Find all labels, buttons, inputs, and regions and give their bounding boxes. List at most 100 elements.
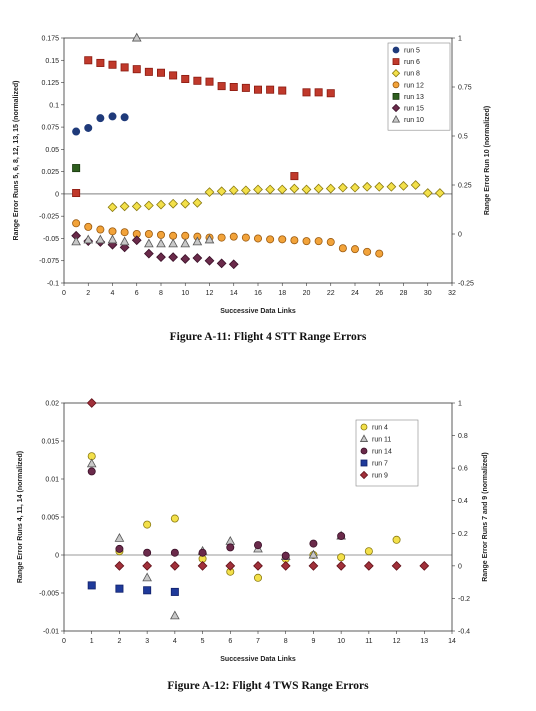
a12-x-tick-label: 9 <box>311 638 315 645</box>
a11-data-point <box>131 32 142 42</box>
a11-data-point <box>72 189 81 198</box>
a11-data-point <box>120 113 129 122</box>
a11-data-point <box>350 182 360 193</box>
a12-legend-label: run 9 <box>372 473 388 480</box>
a11-data-point <box>107 202 118 213</box>
a11-legend-label: run 15 <box>404 106 424 113</box>
a12-data-point <box>170 610 180 620</box>
a12-data-point <box>363 560 374 571</box>
a11-y-tick-label: -0.05 <box>43 236 59 243</box>
a11-data-point <box>337 182 348 193</box>
a11-data-point <box>217 233 226 242</box>
a11-data-point <box>228 259 239 270</box>
a12-y2-tick-label: 0.8 <box>458 433 468 440</box>
a11-data-point <box>302 88 311 97</box>
a11-data-point <box>266 235 275 244</box>
a11-x-tick-label: 2 <box>86 290 90 297</box>
a12-data-point <box>308 549 319 559</box>
a12-data-point <box>391 560 402 571</box>
a12-data-point <box>225 535 236 545</box>
a11-data-point <box>95 234 106 244</box>
a11-data-point <box>72 219 81 228</box>
a11-legend-label: run 13 <box>404 94 424 101</box>
a12-data-point <box>87 467 96 476</box>
figure-a11-caption: Figure A-11: Flight 4 STT Range Errors <box>169 331 367 343</box>
a11-data-point <box>325 183 336 194</box>
a11-data-point <box>181 231 190 240</box>
a11-y-tick-label: 0.1 <box>49 102 59 109</box>
a12-data-point <box>225 560 236 571</box>
a11-series-run-10 <box>71 32 215 248</box>
a11-data-point <box>289 183 300 194</box>
a12-data-point <box>226 543 235 552</box>
a12-x-tick-label: 0 <box>62 638 66 645</box>
a11-x-tick-label: 16 <box>254 290 262 297</box>
a12-x-axis-label: Successive Data Links <box>220 656 296 663</box>
a11-data-point <box>144 67 153 76</box>
a12-y2-tick-label: 0 <box>458 563 462 570</box>
a12-data-point <box>170 514 179 523</box>
a11-data-point <box>84 56 93 65</box>
a11-data-point <box>228 185 239 196</box>
a11-data-point <box>192 253 203 263</box>
a11-data-point <box>181 74 190 83</box>
a11-data-point <box>120 63 129 72</box>
a11-data-point <box>169 231 178 240</box>
a12-data-point <box>114 560 125 571</box>
a11-x-tick-label: 8 <box>159 290 163 297</box>
a12-x-tick-label: 1 <box>90 638 94 645</box>
a11-data-point <box>313 183 324 194</box>
a12-data-point <box>198 548 207 557</box>
a11-data-point <box>266 85 275 94</box>
a11-legend-marker <box>391 115 401 123</box>
a11-x-tick-label: 4 <box>111 290 115 297</box>
a11-data-point <box>422 188 433 198</box>
a11-y2-tick-label: 0.25 <box>458 183 472 190</box>
a12-data-point <box>170 587 179 596</box>
a11-y-tick-label: 0.175 <box>41 36 59 43</box>
a11-legend-marker <box>392 46 400 54</box>
a11-y-tick-label: -0.025 <box>39 214 59 221</box>
a11-data-point <box>108 227 117 236</box>
a12-legend-label: run 11 <box>372 437 391 444</box>
a11-legend-marker <box>391 69 401 78</box>
a11-data-point <box>131 235 142 246</box>
a12-y2-tick-label: 0.2 <box>458 531 468 538</box>
a11-data-point <box>241 83 250 92</box>
a11-data-point <box>156 252 166 263</box>
a12-y-tick-label: 0.005 <box>41 515 59 522</box>
a12-data-point <box>170 548 179 557</box>
a11-x-tick-label: 6 <box>135 290 139 297</box>
a11-data-point <box>72 164 81 173</box>
a11-data-point <box>216 186 227 197</box>
a11-legend-marker <box>392 93 400 100</box>
a11-legend: run 5 run 6 run 8 run 12 run 13 run 15 run 10 <box>387 42 451 131</box>
a11-x-tick-label: 30 <box>424 290 432 297</box>
a11-series-run-5 <box>72 112 129 136</box>
a12-x-tick-label: 4 <box>173 638 177 645</box>
chart-a11: 0 2 4 6 8 10 12 14 16 18 20 22 24 26 28 30 32-0.1-0.075-… <box>13 32 491 315</box>
a11-data-point <box>363 247 372 256</box>
a11-data-point <box>96 114 105 123</box>
a12-data-point <box>142 560 153 571</box>
a11-y-axis-label: Range Error Runs 5, 6, 8, 12, 13, 15 (no… <box>13 81 20 241</box>
a11-data-point <box>168 198 179 209</box>
a12-data-point <box>86 458 97 468</box>
a11-data-point <box>216 258 227 269</box>
a12-data-point <box>253 541 262 550</box>
a11-data-point <box>143 248 154 259</box>
a11-data-point <box>204 255 215 266</box>
a11-y-tick-label: -0.1 <box>47 281 59 288</box>
a11-data-point <box>386 181 397 192</box>
a11-data-point <box>229 83 238 92</box>
a11-data-point <box>71 236 81 246</box>
a12-data-point <box>253 573 262 582</box>
a11-data-point <box>240 185 251 196</box>
a12-data-point <box>142 572 152 582</box>
a11-data-point <box>217 82 226 91</box>
a11-data-point <box>131 201 142 212</box>
a11-series-run-8 <box>107 180 445 213</box>
a11-data-point <box>204 234 215 244</box>
a12-y-tick-label: 0.02 <box>45 401 59 408</box>
